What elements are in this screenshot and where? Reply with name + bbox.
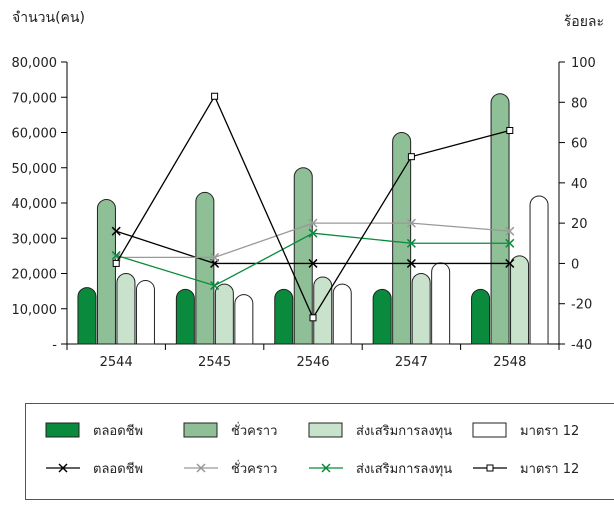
line-point (210, 281, 220, 291)
y-left-tick-label: 10,000 (12, 303, 58, 318)
legend-label: ชั่วคราว (231, 422, 277, 439)
line-point (308, 258, 318, 268)
x-tick-label: 2545 (198, 355, 231, 370)
y-right-tick-label: -20 (571, 298, 592, 313)
series-line (115, 230, 510, 265)
legend-swatch (183, 422, 218, 438)
line-point (505, 226, 515, 236)
bar (195, 191, 215, 345)
legend-label: มาตรา 12 (520, 462, 579, 477)
y-right-tick-label: 20 (571, 217, 588, 232)
bar (332, 283, 352, 345)
x-tick-label: 2546 (296, 355, 329, 370)
y-right-tick-label: 100 (571, 56, 596, 71)
legend-label: ตลอดชีพ (93, 461, 143, 477)
y-right-tick-label: 60 (571, 137, 588, 152)
legend-label: ส่งเสริมการลงทุน (356, 462, 452, 477)
legend-marker (486, 464, 494, 472)
y-left-tick-label: 20,000 (12, 268, 58, 283)
y-right-tick-label: -40 (571, 338, 592, 353)
line-point (506, 126, 514, 134)
bar (392, 132, 412, 345)
bar (135, 280, 155, 345)
series-line (115, 94, 510, 320)
legend-marker (321, 463, 331, 473)
bar (293, 167, 313, 345)
line-point (210, 252, 220, 262)
y-right-tick-label: 80 (571, 96, 588, 111)
lines (111, 92, 515, 322)
y-right-tick-label: 0 (571, 257, 579, 272)
bar (471, 288, 491, 345)
line-point (211, 92, 219, 100)
y-left-axis-title: จำนวน(คน) (12, 10, 85, 26)
chart-canvas: จำนวน(คน) ร้อยละ 80,000 70,000 60,000 50,00… (12, 10, 605, 370)
line-point (505, 258, 515, 268)
line-point (308, 228, 318, 238)
line-point (406, 238, 416, 248)
bar (234, 294, 254, 345)
line-point (505, 238, 515, 248)
bar (510, 255, 530, 345)
y-left-tick-label: 30,000 (12, 232, 58, 247)
bar (411, 273, 431, 345)
x-tick-label: 2548 (493, 355, 526, 370)
legend-canvas: ตลอดชีพ ชั่วคราว ส่งเสริมการลงทุน มาตรา 12ต… (45, 422, 579, 477)
y-left-tick-label: 50,000 (12, 162, 58, 177)
bar (274, 288, 294, 345)
line-point (308, 218, 318, 228)
series-line (116, 232, 510, 287)
y-left-tick-label: 40,000 (12, 197, 58, 212)
bar (529, 195, 549, 345)
legend-marker (196, 463, 206, 473)
bar (77, 287, 97, 345)
line-point (407, 153, 415, 161)
y-right-tick-label: 40 (571, 177, 588, 192)
x-tick-label: 2547 (395, 355, 428, 370)
x-tick-label: 2544 (100, 355, 133, 370)
line-point (112, 259, 120, 267)
y-left-tick-label: - (52, 338, 57, 353)
line-point (406, 218, 416, 228)
bar (175, 288, 195, 345)
y-left-tick-label: 60,000 (12, 127, 58, 142)
bar (96, 198, 116, 345)
line-point (309, 314, 317, 322)
bar (372, 288, 392, 345)
legend: ตลอดชีพ ชั่วคราว ส่งเสริมการลงทุน มาตรา 12 ต… (25, 403, 614, 500)
line-point (111, 226, 121, 236)
bar (116, 273, 136, 345)
y-left-tick-label: 70,000 (12, 91, 58, 106)
bar (431, 262, 451, 345)
bars (77, 93, 549, 345)
legend-swatch (472, 422, 507, 438)
bar (490, 93, 510, 345)
legend-swatch (45, 422, 80, 438)
series-line (116, 222, 510, 259)
legend-marker (58, 463, 68, 473)
legend-swatch (308, 422, 343, 438)
legend-label: ส่งเสริมการลงทุน (356, 424, 452, 439)
legend-label: ตลอดชีพ (93, 423, 143, 439)
bar (313, 276, 333, 345)
y-left-tick-label: 80,000 (12, 56, 58, 71)
legend-label: ชั่วคราว (231, 460, 277, 477)
legend-label: มาตรา 12 (520, 424, 579, 439)
line-point (406, 258, 416, 268)
bar (214, 283, 234, 345)
y-right-axis-title: ร้อยละ (564, 14, 604, 30)
